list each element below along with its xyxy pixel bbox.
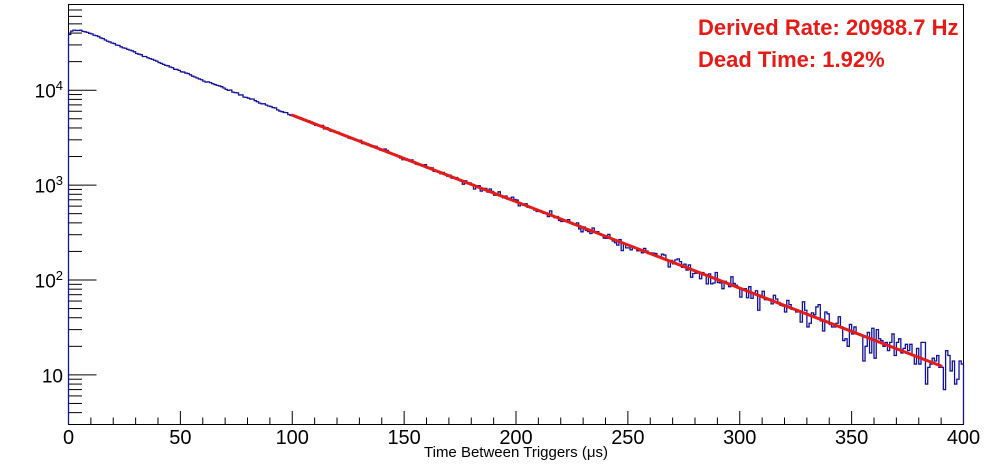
y-tick-base: 10 (34, 176, 56, 198)
y-tick-exponent: 2 (55, 267, 63, 283)
x-tick-label-100: 100 (275, 427, 309, 449)
x-tick-label-400: 400 (946, 427, 981, 449)
y-tick-base: 10 (34, 81, 56, 103)
dead-time-text: Dead Time: 1.92% (698, 47, 885, 72)
fit-line (290, 113, 943, 368)
x-axis-title: Time Between Triggers (μs) (424, 444, 608, 461)
y-tick-label-100: 102 (0, 268, 63, 293)
y-tick-label-10000: 104 (0, 78, 63, 103)
y-tick-label-10: 10 (0, 363, 63, 388)
x-tick-label-0: 0 (62, 427, 75, 449)
derived-rate-text: Derived Rate: 20988.7 Hz (698, 15, 959, 40)
y-tick-base: 10 (34, 271, 56, 293)
fit-results-annotation: Derived Rate: 20988.7 Hz Dead Time: 1.92… (698, 12, 958, 76)
x-tick-label-50: 50 (169, 427, 192, 449)
x-tick-label-250: 250 (611, 427, 645, 449)
x-tick-label-300: 300 (723, 427, 757, 449)
histogram-line (67, 29, 965, 425)
y-tick-label-1000: 103 (0, 173, 63, 198)
x-tick-label-350: 350 (834, 427, 869, 449)
x-tick-label-200: 200 (499, 427, 533, 449)
y-tick-exponent: 4 (55, 78, 63, 94)
y-tick-base: 10 (41, 366, 63, 388)
y-tick-exponent: 3 (55, 173, 63, 189)
x-tick-label-150: 150 (387, 427, 421, 449)
